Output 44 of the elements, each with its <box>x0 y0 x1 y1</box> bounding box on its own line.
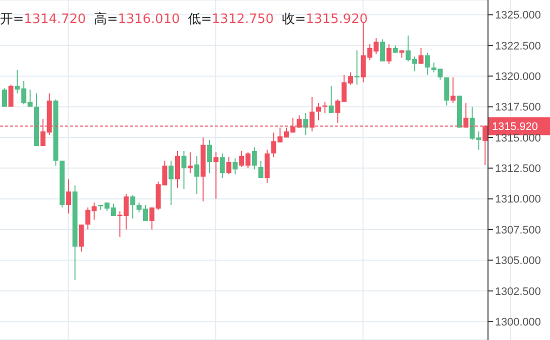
candlestick <box>316 102 321 121</box>
candlestick <box>380 38 386 62</box>
y-tick-label: 1315.000 <box>495 132 541 144</box>
candlestick <box>303 112 308 136</box>
y-tick-label: 1310.000 <box>495 194 541 206</box>
candlestick <box>78 224 84 252</box>
candlestick <box>322 101 328 114</box>
annotation: 收=1315.920 <box>282 12 368 27</box>
y-tick-label: 1322.500 <box>495 40 541 52</box>
candlestick <box>258 160 264 178</box>
candlestick <box>220 152 225 178</box>
y-tick-label: 1312.500 <box>495 163 541 176</box>
candlestick <box>226 156 232 175</box>
candlestick <box>8 84 14 108</box>
candlestick <box>168 160 174 206</box>
candlestick <box>450 76 456 104</box>
candlestick <box>232 158 238 175</box>
candlestick <box>207 139 212 174</box>
candlestick <box>194 155 200 194</box>
candlestick <box>444 76 450 106</box>
annotation: 高=1316.010 <box>94 12 180 27</box>
candlestick <box>181 150 186 190</box>
y-tick-label: 1305.000 <box>495 255 541 268</box>
y-tick-label: 1320.000 <box>495 71 541 84</box>
candlestick <box>175 150 180 188</box>
candlestick <box>213 152 218 200</box>
y-tick-label: 1302.500 <box>495 286 541 298</box>
ref-line-label: 1315.920 <box>492 121 538 134</box>
candlestick <box>66 178 72 214</box>
candlestick <box>418 47 424 64</box>
y-tick-label: 1317.500 <box>495 102 541 114</box>
y-tick-label: 1325.000 <box>495 10 541 22</box>
candlestick <box>354 50 360 86</box>
annotation: 低=1312.750 <box>188 12 274 27</box>
candlestick <box>188 152 193 174</box>
y-tick-label: 1307.500 <box>495 224 541 236</box>
candlestick <box>2 88 7 108</box>
candlestick <box>252 146 257 170</box>
annotation: 开=1314.720 <box>0 12 86 27</box>
candlestick <box>328 85 334 114</box>
candlestick <box>386 44 392 64</box>
y-tick-label: 1300.000 <box>495 316 541 328</box>
candlestick <box>424 52 430 76</box>
candlestick <box>130 194 136 219</box>
